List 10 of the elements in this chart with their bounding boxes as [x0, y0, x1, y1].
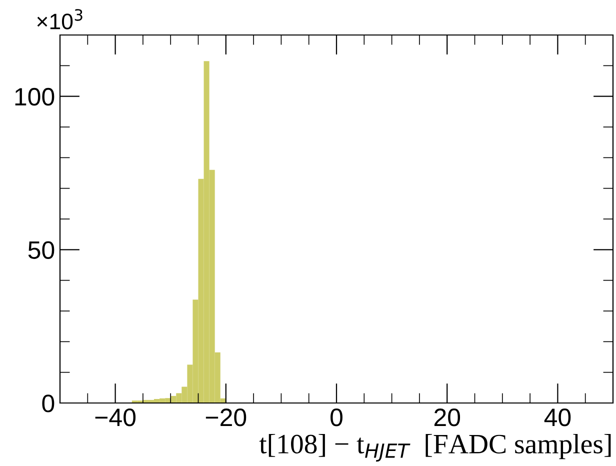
x-axis-title: t[108] − t$_{HJET}$ [FADC samples]: [259, 434, 611, 462]
y-tick-label: 0: [42, 394, 54, 412]
x-tick-label: 40: [544, 408, 571, 426]
text: ×10$^{3}$: [37, 9, 82, 30]
x-tick-label: 0: [330, 408, 342, 426]
x-tick-label: −40: [95, 408, 136, 426]
y-tick-label: 100: [15, 88, 54, 106]
x-tick-label: −20: [206, 408, 246, 426]
x-tick-label: 20: [434, 408, 460, 426]
y-tick-label: 50: [28, 241, 54, 259]
